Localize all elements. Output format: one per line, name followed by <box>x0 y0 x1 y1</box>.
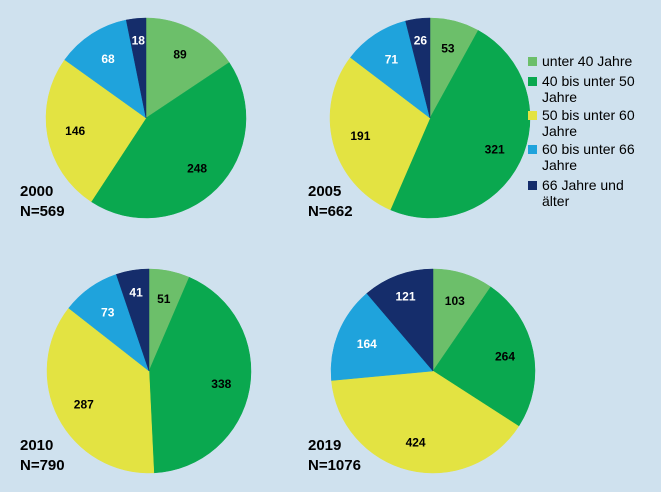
slice-value-label: 248 <box>187 162 207 176</box>
slice-value-label: 68 <box>101 52 115 66</box>
pie-slice-2000-unter40 <box>145 17 230 119</box>
pie-slice-2019-50bis60 <box>331 370 520 474</box>
slice-value-label: 73 <box>101 306 115 320</box>
slice-value-label: 53 <box>441 41 455 55</box>
pie-slice-2005-60bis66 <box>350 20 431 119</box>
legend-swatch <box>528 57 537 66</box>
legend-swatch <box>528 111 537 120</box>
chart-year-label: 2019 <box>308 437 341 454</box>
slice-value-label: 71 <box>385 53 399 67</box>
slice-value-label: 264 <box>495 350 515 364</box>
pie-slice-2010-50bis60 <box>46 307 155 474</box>
pie-slice-2000-60bis66 <box>64 19 147 119</box>
slice-value-label: 18 <box>132 33 146 47</box>
pie-chart-2019: 103 264 424 164 121 2019 N=1076 <box>308 268 536 474</box>
pie-chart-2005: 53 321 191 71 26 2005 N=662 <box>308 17 531 220</box>
slice-value-label: 51 <box>157 292 171 306</box>
slice-value-label: 338 <box>211 377 231 391</box>
legend-label: 50 bis unter 60 <box>542 107 635 123</box>
chart-sample-size-label: N=1076 <box>308 457 361 474</box>
slice-value-label: 164 <box>357 337 377 351</box>
legend-label: 60 bis unter 66 <box>542 141 635 157</box>
pie-slice-2019-60bis66 <box>330 293 434 381</box>
legend-swatch <box>528 77 537 86</box>
slice-value-label: 321 <box>485 143 505 157</box>
legend-label: älter <box>542 193 570 209</box>
legend-label: unter 40 Jahre <box>542 53 632 69</box>
chart-year-label: 2000 <box>20 183 53 200</box>
legend-swatch <box>528 145 537 154</box>
slice-value-label: 191 <box>350 129 370 143</box>
slice-value-label: 89 <box>173 48 187 62</box>
slice-value-label: 41 <box>129 286 143 300</box>
legend-label: 40 bis unter 50 <box>542 73 635 89</box>
pie-chart-2010: 51 338 287 73 41 2010 N=790 <box>20 268 252 474</box>
chart-sample-size-label: N=790 <box>20 457 65 474</box>
pie-slice-2010-40bis50 <box>148 276 252 474</box>
slice-value-label: 424 <box>406 435 426 449</box>
slice-value-label: 26 <box>414 34 428 48</box>
legend-label: Jahre <box>542 157 577 173</box>
chart-year-label: 2005 <box>308 183 341 200</box>
legend-label: 66 Jahre und <box>542 177 624 193</box>
slice-value-label: 103 <box>445 294 465 308</box>
slice-value-label: 146 <box>65 124 85 138</box>
chart-year-label: 2010 <box>20 437 53 454</box>
pie-slice-2000-66plus <box>125 17 147 119</box>
pie-chart-2000: 89 248 146 68 18 2000 N=569 <box>20 17 247 220</box>
slice-value-label: 121 <box>395 289 415 303</box>
legend-label: Jahre <box>542 89 577 105</box>
pie-slice-2005-66plus <box>405 17 431 119</box>
slice-value-label: 287 <box>74 398 94 412</box>
chart-sample-size-label: N=662 <box>308 203 353 220</box>
pie-slice-2019-66plus <box>366 268 434 372</box>
legend-item-unter40: unter 40 Jahre <box>528 53 632 69</box>
chart-sample-size-label: N=569 <box>20 203 65 220</box>
legend-swatch <box>528 181 537 190</box>
pie-slice-2005-50bis60 <box>329 57 431 211</box>
pie-slice-2010-66plus <box>116 268 150 372</box>
pie-slice-2005-40bis50 <box>389 30 531 219</box>
legend-label: Jahre <box>542 123 577 139</box>
pie-charts-group: 89 248 146 68 18 2000 N=569 53 321 191 71 26 2005 N=6… <box>20 17 536 474</box>
pie-slice-2019-40bis50 <box>432 286 536 427</box>
pie-slice-2000-50bis60 <box>45 59 147 203</box>
pie-slice-2000-40bis50 <box>90 62 247 219</box>
